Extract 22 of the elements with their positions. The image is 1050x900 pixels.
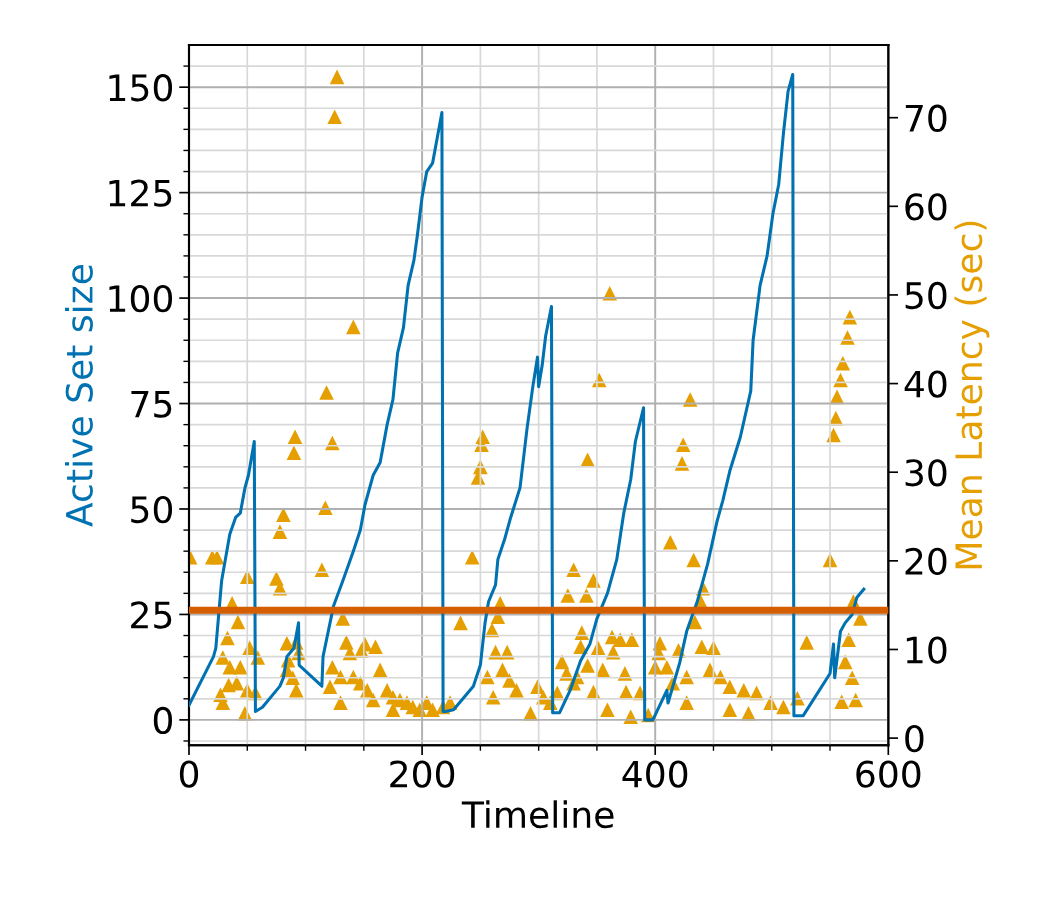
x-tick-label: 200 — [390, 760, 455, 788]
y2-tick-label: 30 — [905, 459, 947, 487]
y-tick-label: 50 — [131, 495, 173, 524]
y2-tick-label: 60 — [905, 193, 947, 221]
y-tick-label: 75 — [131, 390, 172, 418]
y-tick-label: 150 — [109, 74, 173, 102]
y2-tick-label: 50 — [905, 281, 947, 310]
x-tick-label: 400 — [622, 760, 688, 788]
y-axis-title: Active Set size — [64, 265, 93, 527]
x-axis-title: Timeline — [461, 800, 614, 829]
y2-tick-label: 20 — [905, 547, 947, 576]
y2-tick-label: 10 — [906, 636, 947, 664]
y2-tick-label: 0 — [905, 725, 924, 753]
y-tick-label: 25 — [131, 601, 172, 629]
y2-tick-label: 70 — [905, 104, 947, 132]
y2-axis-title: Mean Latency (sec) — [954, 221, 990, 569]
y-tick-label: 100 — [109, 285, 173, 313]
x-tick-label: 600 — [856, 760, 921, 788]
y-tick-label: 0 — [153, 706, 173, 735]
x-tick-label: 0 — [179, 760, 199, 788]
y-tick-label: 125 — [109, 179, 172, 207]
y2-tick-label: 40 — [904, 370, 947, 398]
